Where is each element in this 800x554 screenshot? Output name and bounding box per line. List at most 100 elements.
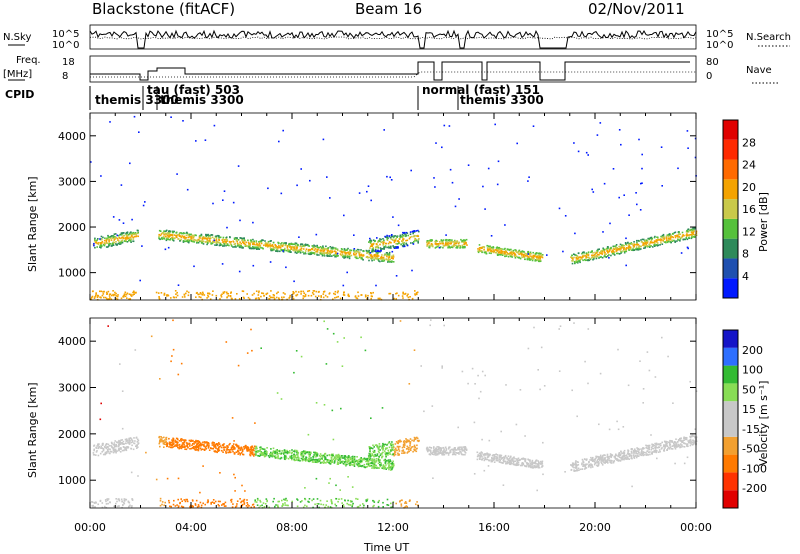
scatter-cell (433, 449, 435, 452)
scatter-cell (575, 254, 577, 256)
scatter-cell (282, 292, 285, 294)
scatter-cell (417, 242, 419, 244)
scatter-cell (314, 460, 317, 462)
scatter-cell (159, 238, 161, 241)
scatter-cell (236, 450, 239, 453)
scatter-cell (260, 295, 262, 298)
scatter-cell (437, 452, 439, 455)
scatter-cell (93, 244, 95, 247)
scatter-cell (490, 459, 492, 461)
scatter-cell (324, 248, 327, 250)
scatter-cell (358, 192, 361, 194)
scatter-cell (353, 464, 355, 466)
scatter-cell (375, 461, 377, 463)
scatter-cell (110, 298, 113, 300)
scatter-cell (102, 448, 105, 450)
scatter-cell (426, 245, 428, 247)
scatter-cell (383, 258, 385, 260)
scatter-cell (378, 443, 381, 445)
scatter-cell (608, 254, 610, 256)
scatter-cell (680, 236, 682, 239)
scatter-cell (309, 453, 311, 456)
scatter-cell (104, 446, 106, 448)
scatter-cell (360, 465, 362, 467)
scatter-cell (368, 241, 370, 243)
scatter-cell (192, 240, 194, 243)
scatter-cell (292, 249, 294, 251)
scatter-cell (607, 247, 609, 250)
scatter-cell (228, 443, 230, 446)
scatter-cell (395, 247, 398, 249)
scatter-cell (127, 233, 130, 236)
scatter-cell (381, 453, 383, 455)
scatter-cell (594, 255, 596, 258)
scatter-cell (118, 219, 121, 221)
scatter-cell (158, 297, 161, 300)
scatter-cell (108, 240, 110, 243)
scatter-cell (242, 241, 245, 244)
scatter-cell (244, 445, 247, 447)
scatter-cell (213, 443, 215, 446)
scatter-cell (367, 462, 370, 465)
scatter-cell (340, 248, 343, 250)
scatter-cell (612, 249, 614, 252)
scatter-cell (390, 247, 392, 249)
scatter-cell (287, 457, 290, 460)
y-tick-label: 3000 (58, 175, 86, 188)
scatter-cell (393, 452, 396, 455)
scatter-cell (294, 449, 296, 452)
scatter-cell (410, 447, 413, 449)
scatter-cell (685, 231, 688, 233)
scatter-cell (343, 251, 345, 253)
scatter-cell (388, 446, 391, 449)
scatter-cell (384, 245, 387, 247)
scatter-cell (428, 242, 430, 244)
scatter-cell (692, 229, 694, 232)
scatter-cell (498, 251, 500, 253)
scatter-cell (371, 462, 374, 465)
scatter-cell (299, 245, 301, 248)
scatter-cell (384, 242, 387, 245)
scatter-cell (638, 246, 640, 248)
scatter-cell (340, 461, 343, 463)
scatter-cell (164, 232, 166, 235)
scatter-cell (227, 451, 230, 454)
scatter-cell (397, 224, 400, 227)
scatter-cell (337, 295, 339, 298)
scatter-cell (291, 457, 294, 459)
scatter-cell (587, 254, 590, 257)
scatter-cell (239, 246, 241, 249)
scatter-cell (395, 449, 398, 451)
scatter-cell (487, 453, 490, 455)
scatter-cell (245, 446, 247, 449)
scatter-cell (276, 452, 278, 454)
scatter-cell (165, 443, 167, 446)
scatter-cell (439, 449, 442, 451)
scatter-cell (507, 458, 509, 460)
scatter-cell (389, 449, 392, 451)
scatter-cell (303, 245, 305, 248)
scatter-cell (637, 243, 640, 246)
scatter-cell (335, 251, 337, 253)
scatter-cell (120, 240, 123, 242)
scatter-cell (342, 256, 344, 258)
scatter-cell (540, 463, 542, 465)
scatter-cell (517, 256, 519, 259)
scatter-cell (529, 459, 531, 461)
scatter-cell (510, 460, 512, 462)
scatter-cell (399, 439, 401, 442)
scatter-cell (247, 296, 250, 299)
scatter-cell (514, 255, 517, 257)
scatter-cell (238, 244, 241, 247)
scatter-cell (285, 451, 288, 454)
scatter-cell (536, 463, 539, 466)
scatter-cell (164, 248, 167, 251)
scatter-cell (503, 457, 506, 460)
scatter-cell (231, 449, 234, 451)
scatter-cell (196, 443, 199, 446)
scatter-cell (192, 439, 194, 442)
scatter-cell (369, 458, 371, 461)
scatter-cell (106, 448, 109, 451)
scatter-cell (492, 250, 494, 253)
scatter-cell (262, 452, 265, 454)
